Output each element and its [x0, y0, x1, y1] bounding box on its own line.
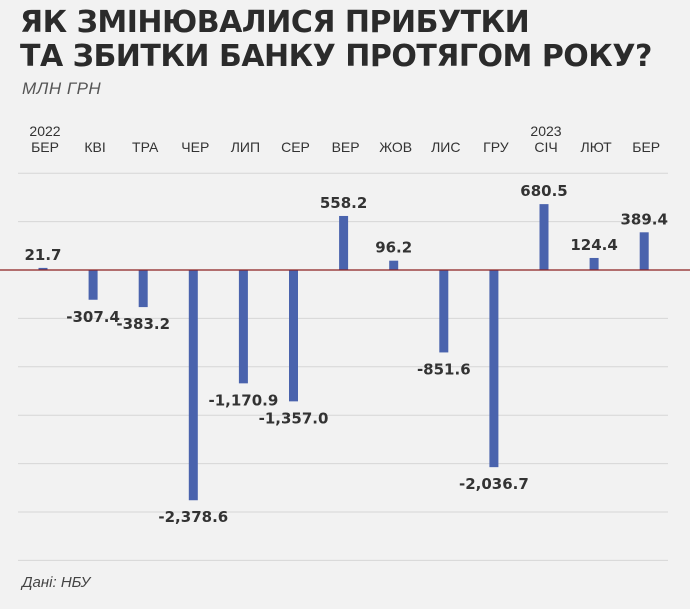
data-label: -1,357.0 [259, 409, 329, 427]
data-label: 124.4 [570, 236, 617, 254]
x-tick-label: СІЧ [534, 139, 557, 155]
x-tick-label: ЛИП [231, 139, 260, 155]
bar [639, 232, 649, 270]
x-tick-label: ВЕР [332, 139, 360, 155]
data-label: -383.2 [116, 315, 170, 333]
data-label: -851.6 [417, 360, 471, 378]
bar [88, 270, 98, 300]
bar [339, 215, 349, 270]
x-tick-label: ЧЕР [181, 139, 209, 155]
title-line-2: ТА ЗБИТКИ БАНКУ ПРОТЯГОМ РОКУ? [20, 39, 652, 74]
unit-subtitle: МЛН ГРН [22, 79, 102, 98]
bar [38, 267, 48, 270]
bar [238, 270, 248, 384]
x-tick-label: ЛИС [431, 139, 460, 155]
x-tick-label: КВІ [84, 139, 105, 155]
year-label: 2023 [530, 123, 561, 139]
bar [289, 270, 298, 402]
x-tick-label: ЖОВ [379, 139, 412, 155]
data-label: 389.4 [620, 210, 667, 228]
bar [539, 204, 549, 270]
data-label: -2,378.6 [158, 508, 228, 526]
bar [188, 270, 198, 501]
data-label: 21.7 [24, 246, 61, 264]
x-tick-label: ГРУ [483, 139, 509, 155]
data-label: 680.5 [520, 182, 567, 200]
title-line-1: ЯК ЗМІНЮВАЛИСЯ ПРИБУТКИ [20, 5, 530, 40]
bar [138, 270, 148, 308]
data-label: 558.2 [320, 194, 367, 212]
x-tick-label: БЕР [632, 139, 660, 155]
x-tick-label: ТРА [132, 139, 159, 155]
data-label: -1,170.9 [208, 391, 278, 409]
data-label: -2,036.7 [459, 475, 529, 493]
year-label: 2022 [29, 123, 60, 139]
source-note: Дані: НБУ [22, 574, 91, 591]
x-tick-label: ЛЮТ [581, 139, 613, 155]
bar [589, 257, 599, 270]
chart-title: ЯК ЗМІНЮВАЛИСЯ ПРИБУТКИ ТА ЗБИТКИ БАНКУ … [20, 6, 680, 74]
x-tick-label: БЕР [31, 139, 59, 155]
data-label: -307.4 [66, 308, 120, 326]
bar [489, 270, 499, 468]
x-tick-label: СЕР [281, 139, 310, 155]
bar [389, 260, 399, 270]
data-label: 96.2 [375, 239, 412, 257]
bar [439, 270, 449, 353]
